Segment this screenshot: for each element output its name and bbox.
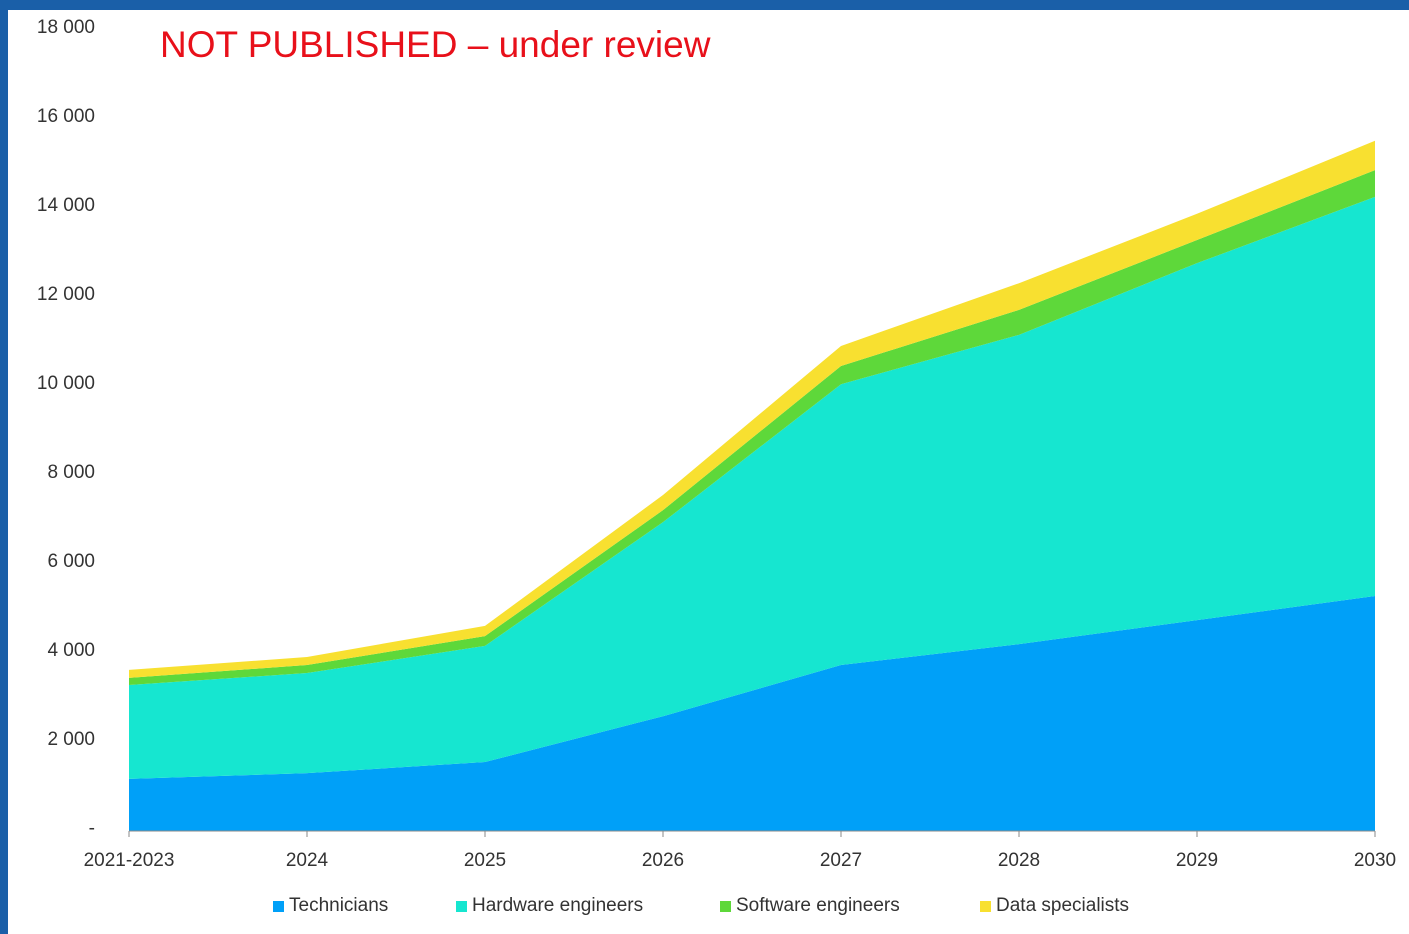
- x-tick-label: 2025: [464, 850, 506, 871]
- x-tick-label: 2029: [1176, 850, 1218, 871]
- x-tick-label: 2024: [286, 850, 329, 871]
- legend-swatch: [980, 901, 991, 912]
- x-tick-label: 2026: [642, 850, 684, 871]
- y-tick-label: 14 000: [37, 195, 95, 216]
- area: [129, 196, 1375, 779]
- y-tick-label: 16 000: [37, 106, 95, 127]
- annotation: NOT PUBLISHED – under review: [160, 24, 711, 65]
- y-tick-label: 8 000: [47, 462, 95, 483]
- y-tick-label: 2 000: [47, 729, 95, 750]
- y-tick-label: -: [89, 818, 95, 839]
- y-tick-label: 12 000: [37, 284, 95, 305]
- legend-label: Data specialists: [996, 895, 1129, 916]
- legend-label: Software engineers: [736, 895, 900, 916]
- y-tick-label: 6 000: [47, 551, 95, 572]
- x-tick-label: 2027: [820, 850, 862, 871]
- legend-label: Technicians: [289, 895, 388, 916]
- x-tick-label: 2028: [998, 850, 1040, 871]
- x-tick-label: 2021-2023: [84, 850, 175, 871]
- x-tick-label: 2030: [1354, 850, 1396, 871]
- area: [129, 140, 1375, 678]
- legend-swatch: [273, 901, 284, 912]
- area: [129, 170, 1375, 686]
- area: [129, 596, 1375, 831]
- y-tick-label: 10 000: [37, 373, 95, 394]
- legend-label: Hardware engineers: [472, 895, 643, 916]
- y-tick-label: 18 000: [37, 17, 95, 38]
- y-tick-label: 4 000: [47, 640, 95, 661]
- legend-swatch: [456, 901, 467, 912]
- legend-swatch: [720, 901, 731, 912]
